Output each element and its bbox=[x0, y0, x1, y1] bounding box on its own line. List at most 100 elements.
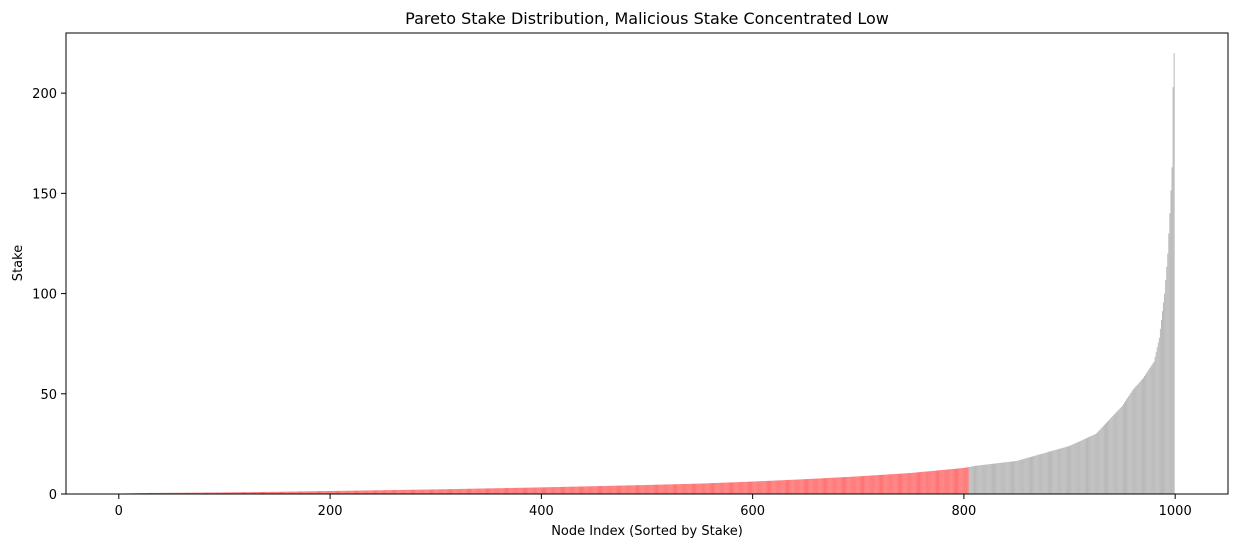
bar bbox=[209, 492, 211, 494]
bar bbox=[775, 480, 777, 494]
bar bbox=[998, 463, 1000, 494]
bar bbox=[409, 489, 411, 494]
bar bbox=[806, 479, 807, 494]
bar bbox=[991, 463, 993, 494]
bar bbox=[1171, 167, 1173, 495]
bar bbox=[229, 492, 231, 494]
bar bbox=[427, 489, 429, 494]
bar bbox=[608, 485, 610, 494]
bar bbox=[508, 488, 510, 494]
bar bbox=[788, 479, 789, 494]
bar bbox=[942, 469, 944, 494]
bar bbox=[771, 480, 773, 494]
bar bbox=[470, 488, 472, 494]
bar bbox=[461, 488, 463, 494]
bar bbox=[244, 492, 245, 494]
bar bbox=[965, 467, 967, 494]
bar bbox=[609, 485, 611, 494]
bar bbox=[417, 489, 419, 494]
bar bbox=[1020, 459, 1022, 494]
bar bbox=[274, 491, 276, 494]
bar bbox=[680, 484, 682, 494]
bar bbox=[1093, 434, 1095, 494]
bar bbox=[403, 489, 405, 494]
bar bbox=[881, 474, 882, 494]
bar bbox=[750, 481, 751, 494]
bar bbox=[728, 482, 730, 494]
bar bbox=[553, 487, 555, 494]
bar bbox=[850, 476, 852, 494]
bar bbox=[932, 470, 934, 494]
bar bbox=[1023, 458, 1025, 494]
bar bbox=[183, 492, 185, 494]
bar bbox=[388, 490, 390, 494]
bar bbox=[862, 476, 863, 494]
bar bbox=[647, 484, 649, 494]
bar bbox=[227, 492, 229, 494]
bar bbox=[586, 486, 588, 494]
bar bbox=[971, 466, 973, 494]
bar bbox=[834, 477, 836, 494]
bar bbox=[1074, 443, 1076, 494]
bar bbox=[688, 483, 690, 494]
bar bbox=[905, 473, 907, 494]
bar bbox=[301, 491, 303, 494]
bar bbox=[418, 489, 420, 494]
bar bbox=[1061, 448, 1063, 494]
bar bbox=[597, 486, 599, 494]
bar bbox=[517, 487, 519, 494]
bar bbox=[1161, 320, 1162, 494]
bar bbox=[518, 487, 520, 494]
bar bbox=[395, 490, 397, 494]
bar bbox=[684, 483, 686, 494]
bar bbox=[181, 492, 183, 494]
bar bbox=[527, 487, 529, 494]
bar bbox=[574, 486, 576, 494]
bar bbox=[958, 468, 960, 494]
bar bbox=[789, 479, 791, 494]
bar bbox=[669, 484, 671, 494]
bar bbox=[956, 468, 957, 494]
bar bbox=[230, 492, 232, 494]
bar bbox=[800, 479, 802, 494]
bar bbox=[967, 467, 969, 494]
bar bbox=[246, 492, 248, 494]
bar bbox=[1016, 460, 1018, 494]
bar bbox=[778, 480, 780, 494]
bar bbox=[430, 489, 431, 494]
bar bbox=[891, 474, 893, 494]
bar bbox=[1091, 435, 1093, 494]
bar bbox=[1121, 405, 1123, 494]
bar bbox=[620, 485, 622, 494]
bar bbox=[1113, 414, 1115, 494]
bar bbox=[612, 485, 614, 494]
bar bbox=[637, 485, 638, 494]
bar bbox=[959, 468, 961, 494]
bar bbox=[1004, 462, 1006, 494]
bar bbox=[799, 479, 801, 494]
bar bbox=[240, 492, 242, 494]
bar bbox=[516, 487, 518, 494]
bar bbox=[990, 463, 992, 494]
bar bbox=[525, 487, 526, 494]
bar bbox=[761, 481, 763, 494]
bar bbox=[511, 487, 513, 494]
bar bbox=[207, 492, 208, 494]
bar bbox=[191, 492, 193, 494]
bar bbox=[739, 482, 741, 494]
bar bbox=[314, 491, 316, 494]
bar bbox=[283, 491, 285, 494]
bar bbox=[215, 492, 217, 494]
bar bbox=[1118, 409, 1120, 494]
bar bbox=[222, 492, 224, 494]
bar bbox=[1077, 442, 1079, 494]
bar bbox=[237, 492, 239, 494]
bar bbox=[386, 490, 388, 494]
bar bbox=[773, 480, 775, 494]
bar bbox=[1058, 448, 1060, 494]
bar bbox=[1095, 433, 1097, 494]
bar bbox=[308, 491, 310, 494]
bar bbox=[307, 491, 309, 494]
bar bbox=[1054, 450, 1056, 494]
bar bbox=[277, 491, 279, 494]
